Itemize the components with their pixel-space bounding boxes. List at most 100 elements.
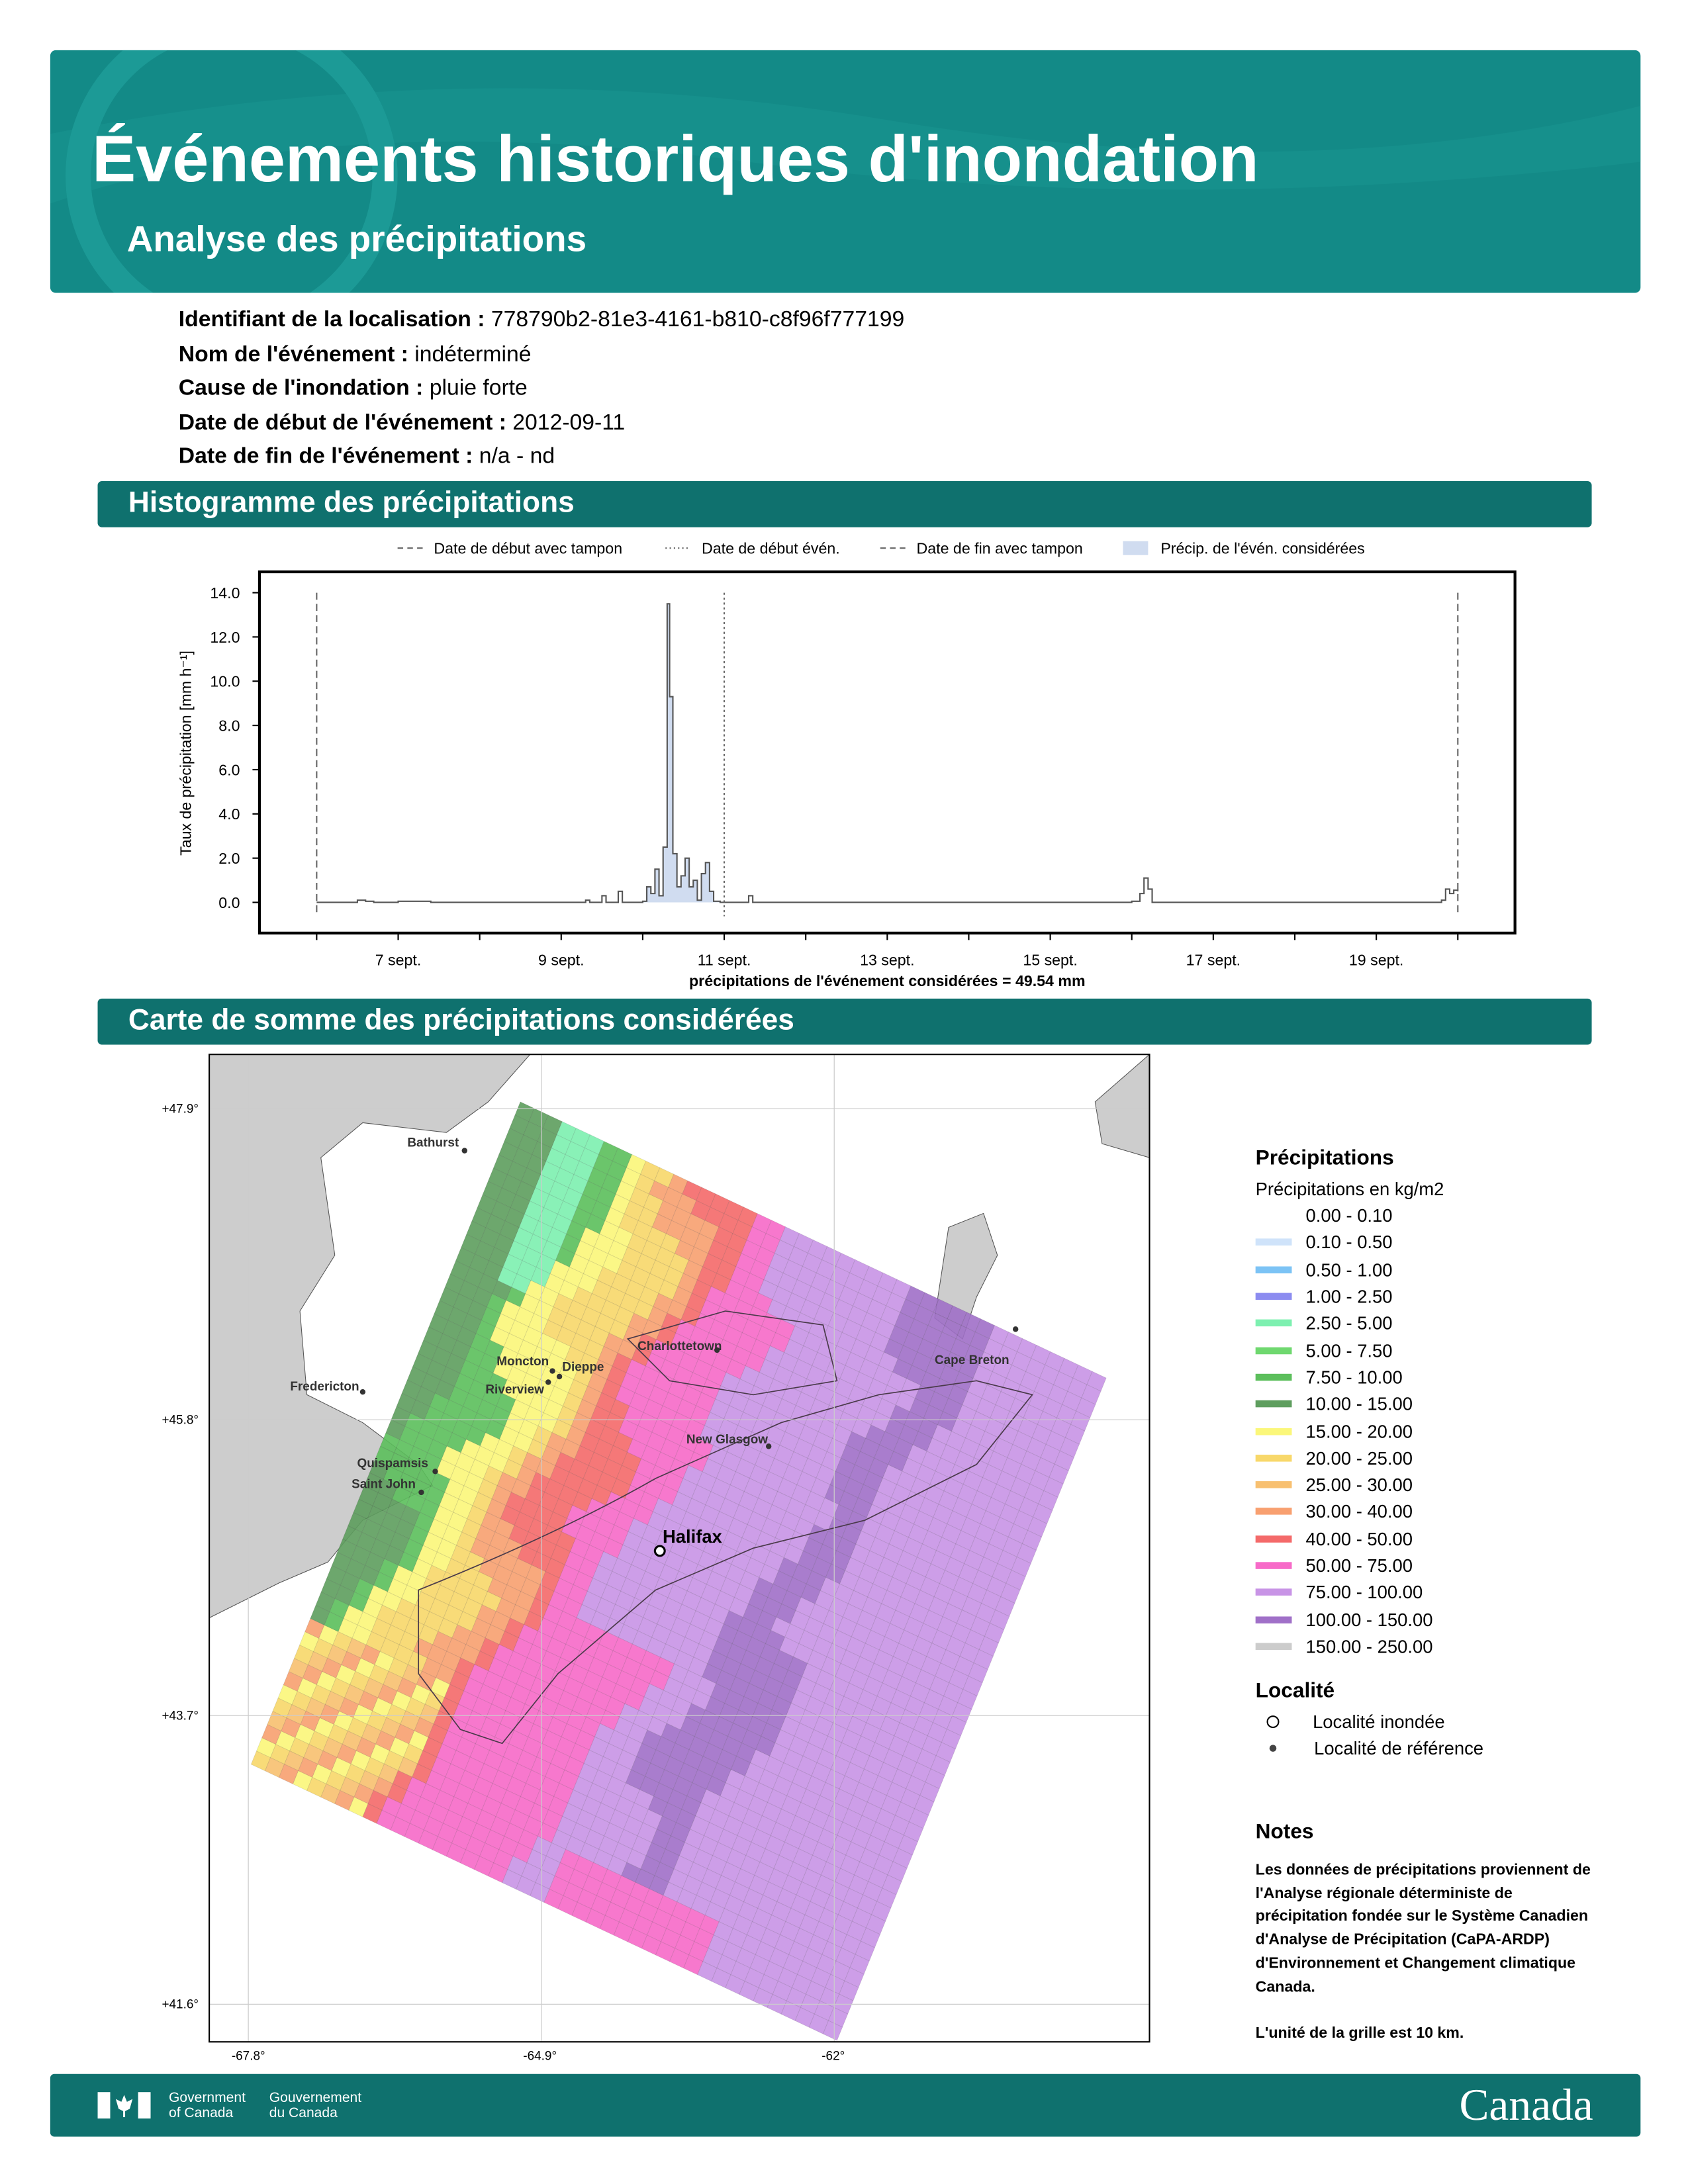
legend-swatch xyxy=(1255,1346,1292,1354)
notes-title: Notes xyxy=(1255,1820,1314,1844)
header-banner: Événements historiques d'inondation Anal… xyxy=(50,50,1641,293)
wave-decoration-icon xyxy=(50,50,1641,293)
lon-label: -62° xyxy=(821,2050,845,2064)
y-tick-label: 4.0 xyxy=(218,805,240,823)
y-axis-label: Taux de précipitation [mm h⁻¹] xyxy=(177,651,195,856)
info-row: Cause de l'inondation : pluie forte xyxy=(178,377,528,401)
y-tick-label: 6.0 xyxy=(218,761,240,778)
place-label-halifax: Halifax xyxy=(663,1526,723,1547)
section-map-title: Carte de somme des précipitations consid… xyxy=(97,998,1592,1045)
legend-class: 2.50 - 5.00 xyxy=(1255,1310,1483,1337)
legend-class: 1.00 - 2.50 xyxy=(1255,1283,1483,1310)
legend-swatch xyxy=(1255,1320,1292,1327)
footer: Government of Canada Gouvernement du Can… xyxy=(50,2073,1641,2137)
nova-scotia-outline xyxy=(418,1380,1033,1745)
legend-label: 75.00 - 100.00 xyxy=(1305,1582,1423,1604)
place-label: Riverview xyxy=(485,1383,544,1396)
land-new-brunswick xyxy=(209,1054,531,1619)
reference-locality-marker xyxy=(461,1148,467,1154)
legend-label: 25.00 - 30.00 xyxy=(1305,1474,1413,1496)
y-tick-label: 14.0 xyxy=(210,584,240,602)
gov-fr: Gouvernement du Canada xyxy=(269,2090,362,2122)
pei-outline xyxy=(626,1310,838,1396)
y-tick-label: 2.0 xyxy=(218,850,240,867)
legend-label: 0.10 - 0.50 xyxy=(1305,1232,1393,1253)
legend-swatch xyxy=(1255,1427,1292,1435)
precip-series-line xyxy=(316,603,1459,903)
locality-legend-title: Localité xyxy=(1255,1679,1335,1704)
legend-label: 150.00 - 250.00 xyxy=(1305,1635,1433,1657)
legend-label: 0.50 - 1.00 xyxy=(1305,1259,1393,1281)
legend-label: 100.00 - 150.00 xyxy=(1305,1609,1433,1630)
info-row: Nom de l'événement : indéterminé xyxy=(178,342,532,367)
place-label: Moncton xyxy=(496,1355,549,1369)
lon-label: -64.9° xyxy=(523,2050,557,2064)
map-legend: Précipitations Précipitations en kg/m2 0… xyxy=(1255,1146,1484,1762)
legend-swatch xyxy=(1255,1535,1292,1543)
legend-swatch xyxy=(1255,1265,1292,1273)
page-title: Événements historiques d'inondation xyxy=(92,121,1259,196)
info-row: Date de début de l'événement : 2012-09-1… xyxy=(178,411,626,435)
legend-swatch xyxy=(1255,1481,1292,1488)
info-row: Identifiant de la localisation : 778790b… xyxy=(178,308,905,332)
legend-label: 15.00 - 20.00 xyxy=(1305,1420,1413,1442)
lat-label: +43.7° xyxy=(162,1709,199,1723)
legend-label: Précip. de l'évén. considérées xyxy=(1160,540,1364,557)
legend-class: 75.00 - 100.00 xyxy=(1255,1579,1483,1606)
place-label: Bathurst xyxy=(407,1136,459,1150)
legend-class: 50.00 - 75.00 xyxy=(1255,1552,1483,1579)
reference-locality-marker xyxy=(545,1379,551,1385)
legend-class: 15.00 - 20.00 xyxy=(1255,1418,1483,1445)
legend-label: Localité de référence xyxy=(1314,1738,1484,1760)
x-tick-label: 9 sept. xyxy=(538,951,585,968)
y-tick-label: 0.0 xyxy=(218,894,240,911)
reference-locality-icon xyxy=(1269,1745,1277,1752)
legend-class: 7.50 - 10.00 xyxy=(1255,1364,1483,1391)
flooded-locality-marker xyxy=(653,1545,666,1557)
legend-label: 40.00 - 50.00 xyxy=(1305,1528,1413,1549)
legend-label: 1.00 - 2.50 xyxy=(1305,1286,1393,1307)
gov-en: Government of Canada xyxy=(168,2090,246,2122)
legend-label: 50.00 - 75.00 xyxy=(1305,1555,1413,1576)
legend-swatch xyxy=(1255,1373,1292,1381)
legend-label: Localité inondée xyxy=(1313,1711,1445,1733)
place-label: Charlottetown xyxy=(637,1340,722,1353)
lon-label: -67.8° xyxy=(232,2050,265,2064)
reference-locality-marker xyxy=(549,1368,555,1374)
reference-locality-marker xyxy=(556,1373,563,1380)
y-tick-label: 10.0 xyxy=(210,673,240,690)
place-label: Saint John xyxy=(352,1478,416,1492)
legend-subtitle: Précipitations en kg/m2 xyxy=(1255,1178,1444,1200)
canada-wordmark: Canada xyxy=(1459,2079,1593,2130)
legend-swatch xyxy=(1255,1212,1292,1220)
reference-locality-marker xyxy=(1012,1326,1019,1332)
legend-class: 0.10 - 0.50 xyxy=(1255,1229,1483,1256)
legend-swatch xyxy=(1255,1239,1292,1246)
legend-label: Date de fin avec tampon xyxy=(917,540,1083,557)
legend-class: 25.00 - 30.00 xyxy=(1255,1471,1483,1498)
lat-label: +45.8° xyxy=(162,1414,199,1428)
legend-label: 5.00 - 7.50 xyxy=(1305,1340,1393,1361)
legend-swatch xyxy=(1255,1454,1292,1462)
x-tick-label: 17 sept. xyxy=(1186,951,1241,968)
notes-text: Les données de précipitations proviennen… xyxy=(1255,1861,1591,1996)
legend-class: 150.00 - 250.00 xyxy=(1255,1633,1483,1660)
legend-class: 10.00 - 15.00 xyxy=(1255,1390,1483,1418)
legend-label: 0.00 - 0.10 xyxy=(1305,1205,1393,1226)
legend-class: 20.00 - 25.00 xyxy=(1255,1445,1483,1472)
canada-flag-icon xyxy=(97,2092,151,2119)
x-tick-label: 11 sept. xyxy=(698,951,751,968)
legend-label: 20.00 - 25.00 xyxy=(1305,1447,1413,1469)
legend-label: 2.50 - 5.00 xyxy=(1305,1312,1393,1334)
place-label: Quispamsis xyxy=(357,1457,428,1471)
notes-grid: L'unité de la grille est 10 km. xyxy=(1255,2025,1464,2042)
legend-label: Date de début évén. xyxy=(702,540,840,557)
grid-cell xyxy=(822,2020,843,2041)
event-info: Identifiant de la localisation : 778790b… xyxy=(179,304,905,475)
x-tick-label: 7 sept. xyxy=(375,951,422,968)
notes: Notes Les données de précipitations prov… xyxy=(1256,1821,1605,2045)
lat-label: +41.6° xyxy=(162,1998,199,2012)
legend-swatch xyxy=(1255,1400,1292,1408)
map-frame xyxy=(209,1054,1150,2043)
